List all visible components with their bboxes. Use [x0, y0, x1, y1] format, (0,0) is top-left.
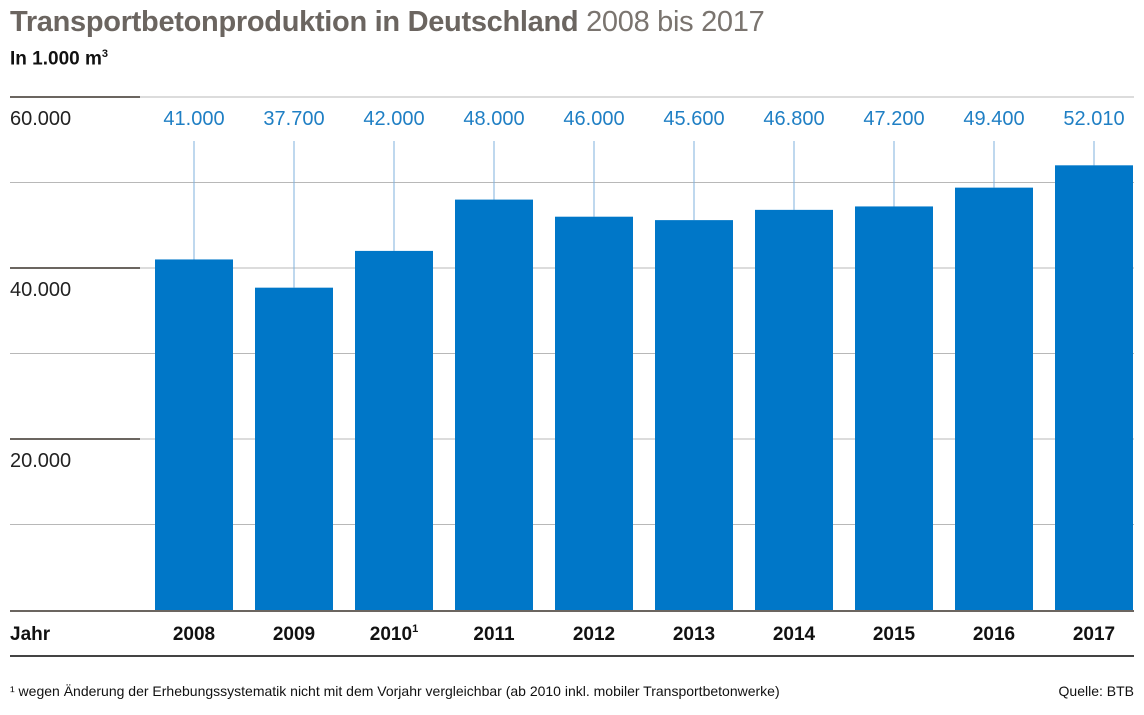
- value-label: 48.000: [463, 108, 524, 130]
- y-axis-ticks: 20.000 40.000 60.000: [10, 108, 71, 472]
- bar-2013: [655, 220, 733, 610]
- x-tick-label: 2014: [773, 624, 816, 645]
- x-tick-label: 2013: [673, 624, 715, 645]
- bar-2009: [255, 287, 333, 610]
- x-tick-label: 2009: [273, 624, 315, 645]
- x-tick-label: 2017: [1073, 624, 1115, 645]
- value-label: 47.200: [863, 108, 924, 130]
- bar-2011: [455, 199, 533, 610]
- footer-divider: [10, 655, 1134, 657]
- value-label: 46.800: [763, 108, 824, 130]
- chart-title-range: 2008 bis 2017: [586, 6, 765, 38]
- y-tick-label: 40.000: [10, 279, 71, 301]
- value-label: 46.000: [563, 108, 624, 130]
- bar-2014: [755, 209, 833, 611]
- x-tick-label: 2011: [473, 624, 515, 645]
- y-tick-label: 20.000: [10, 450, 71, 472]
- chart-unit: In 1.000 m3: [10, 48, 108, 70]
- chart-title-main: Transportbetonproduktion in Deutschland: [10, 6, 579, 38]
- value-label: 41.000: [163, 108, 224, 130]
- chart-unit-text: In 1.000 m: [10, 48, 102, 70]
- x-tick-footnote-mark: 1: [412, 623, 418, 635]
- bar-2016: [955, 187, 1033, 610]
- bars: 41.000 37.700 42.000 48.000 46.000 45.600 46.8…: [155, 108, 1133, 611]
- x-tick-label: 20101: [370, 623, 418, 645]
- value-label: 42.000: [363, 108, 424, 130]
- chart-unit-sup: 3: [101, 48, 109, 60]
- value-label: 37.700: [263, 108, 324, 130]
- footnote: ¹ wegen Änderung der Erhebungssystematik…: [10, 683, 780, 699]
- x-tick-label: 2012: [573, 624, 615, 645]
- chart-title: Transportbetonproduktion in Deutschland …: [10, 6, 765, 39]
- bar-2008: [155, 259, 233, 610]
- x-tick-label: 2008: [173, 624, 215, 645]
- value-label: 49.400: [963, 108, 1024, 130]
- x-axis-title: Jahr: [10, 624, 51, 645]
- x-tick-label: 2016: [973, 624, 1015, 645]
- value-label: 45.600: [663, 108, 724, 130]
- y-tick-label: 60.000: [10, 108, 71, 130]
- bar-2010: [355, 250, 433, 610]
- source-label: Quelle: BTB: [1058, 683, 1134, 699]
- x-axis-labels: Jahr 2008 2009 20101 2011 2012 2013 2014 2015 201…: [10, 623, 1115, 645]
- x-tick-label: 2015: [873, 624, 916, 645]
- value-label: 52.010: [1063, 108, 1124, 130]
- bar-2017: [1055, 165, 1133, 610]
- bar-2015: [855, 206, 933, 610]
- bar-2012: [555, 216, 633, 610]
